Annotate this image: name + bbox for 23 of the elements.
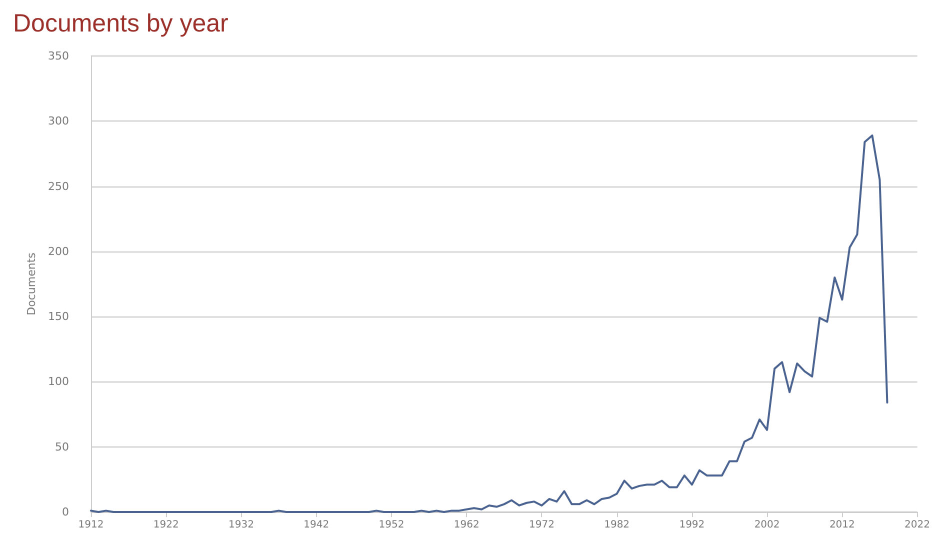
y-tick-label: 150 — [48, 310, 69, 324]
y-tick-label: 250 — [48, 180, 69, 193]
y-axis-title: Documents — [25, 252, 38, 316]
x-tick-label: 1982 — [604, 520, 630, 530]
y-tick-label: 300 — [48, 114, 69, 128]
x-tick-label: 1922 — [153, 520, 179, 530]
y-tick-label: 350 — [48, 50, 69, 62]
y-tick-label: 100 — [48, 375, 69, 388]
x-tick-label: 1932 — [228, 520, 254, 530]
line-series — [90, 134, 888, 513]
x-tick-label: 1942 — [304, 520, 330, 530]
y-tick-label: 200 — [48, 244, 69, 258]
x-tick-label: 2002 — [754, 520, 780, 530]
x-tick-label: 1962 — [454, 520, 480, 530]
chart-title: Documents by year — [13, 10, 228, 38]
x-tick-label: 1952 — [378, 520, 404, 530]
y-tick-label: 0 — [62, 506, 69, 518]
x-tick-label: 2022 — [904, 520, 930, 530]
x-tick-label: 1912 — [78, 520, 104, 530]
x-tick-label: 2012 — [829, 520, 855, 530]
y-tick-label: 50 — [55, 440, 69, 454]
x-tick-label: 1992 — [679, 520, 705, 530]
x-tick-label: 1972 — [528, 520, 554, 530]
